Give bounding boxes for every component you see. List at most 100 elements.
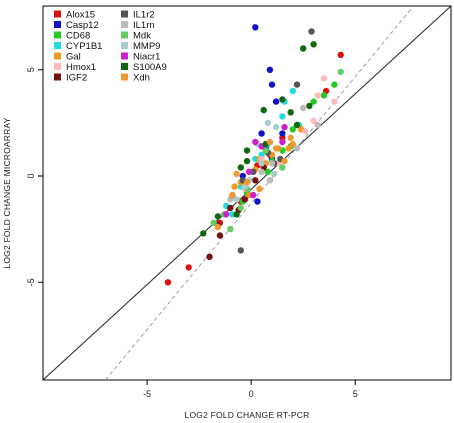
legend-item-cyp1b1: CYP1B1 <box>54 41 102 52</box>
x-axis-ticks: -5 0 5 <box>143 380 358 399</box>
legend-label: MMP9 <box>133 41 160 52</box>
point-cyp1b1-0 <box>289 87 296 95</box>
point-casp12-0 <box>252 24 259 31</box>
point-il1rn-2 <box>258 168 265 175</box>
legend-swatch <box>54 63 61 70</box>
legend-item-il1rn: IL1rn <box>121 20 155 31</box>
point-niacr1-0 <box>223 211 230 218</box>
point-s100a9-10 <box>243 157 251 165</box>
point-igf2-1 <box>241 196 249 203</box>
legend-label: Xdh <box>133 73 150 84</box>
legend-swatch <box>54 31 61 39</box>
point-niacr1-2 <box>252 138 259 146</box>
point-alox15-7 <box>337 51 344 59</box>
point-xdh-2 <box>243 179 251 186</box>
point-mmp9-0 <box>264 119 271 127</box>
point-s100a9-11 <box>237 164 244 171</box>
point-mdk-7 <box>279 164 286 171</box>
point-cd68-1 <box>310 98 317 105</box>
legend-label: IL1rn <box>133 20 155 31</box>
point-xdh-5 <box>287 134 294 141</box>
point-il1r2-1 <box>293 81 301 88</box>
point-mmp9-4 <box>233 196 240 203</box>
legend-swatch <box>121 73 128 81</box>
point-hmox1-1 <box>331 98 338 105</box>
point-s100a9-6 <box>214 213 222 220</box>
y-tick-label: -5 <box>26 278 36 286</box>
point-s100a9-8 <box>287 109 294 116</box>
point-cd68-9 <box>320 92 328 99</box>
legend-swatch <box>121 10 128 18</box>
point-gal-3 <box>231 183 238 190</box>
point-il1rn-5 <box>293 145 301 152</box>
legend-swatch <box>54 10 61 18</box>
point-cyp1b1-2 <box>279 113 286 120</box>
point-il1r2-0 <box>308 28 315 35</box>
point-niacr1-4 <box>279 138 286 146</box>
legend-swatch <box>54 73 61 81</box>
point-niacr1-3 <box>281 123 288 131</box>
legend-item-il1r2: IL1r2 <box>121 10 155 21</box>
legend-label: Mdk <box>133 31 151 42</box>
point-hmox1-2 <box>314 92 321 99</box>
legend-label: IGF2 <box>66 73 87 84</box>
y-axis-ticks: -5 0 5 <box>26 67 43 286</box>
point-s100a9-12 <box>200 230 207 237</box>
point-casp12-1 <box>266 66 274 74</box>
point-xdh-1 <box>256 185 263 192</box>
y-axis-title: LOG2 FOLD CHANGE MICROARRAY <box>2 117 12 268</box>
data-points <box>164 24 344 286</box>
point-xdh-3 <box>229 191 236 199</box>
point-s100a9-13 <box>233 211 240 218</box>
legend-item-xdh: Xdh <box>121 73 150 84</box>
point-s100a9-9 <box>260 106 267 114</box>
point-il1r2-2 <box>237 247 244 254</box>
legend-swatch <box>121 52 128 60</box>
point-mdk-1 <box>237 204 244 212</box>
legend-item-cd68: CD68 <box>54 31 90 42</box>
point-xdh-6 <box>214 223 222 231</box>
legend-swatch <box>121 21 128 28</box>
legend-label: Niacr1 <box>133 52 160 63</box>
point-cd68-0 <box>331 81 338 88</box>
legend-label: CD68 <box>66 31 90 42</box>
x-tick-label: 5 <box>353 389 358 399</box>
legend-swatch <box>54 21 61 28</box>
legend-item-alox15: Alox15 <box>54 10 95 21</box>
point-mdk-3 <box>262 147 269 154</box>
legend-label: Alox15 <box>66 10 95 21</box>
point-mmp9-1 <box>272 123 280 131</box>
legend-item-hmox1: Hmox1 <box>54 62 96 73</box>
point-mdk-5 <box>210 219 217 226</box>
point-casp12-7 <box>279 130 286 137</box>
point-igf2-0 <box>216 232 224 239</box>
point-igf2-4 <box>206 253 213 260</box>
point-xdh-4 <box>266 138 274 146</box>
point-cd68-5 <box>289 126 296 133</box>
legend-swatch <box>121 31 128 39</box>
point-xdh-9 <box>289 140 296 148</box>
legend-swatch <box>121 63 128 70</box>
point-s100a9-1 <box>310 41 317 48</box>
point-casp12-3 <box>272 98 280 105</box>
point-s100a9-14 <box>293 121 301 129</box>
legend-item-mdk: Mdk <box>121 31 151 42</box>
point-hmox1-5 <box>310 117 317 125</box>
point-il1rn-1 <box>268 160 276 167</box>
legend-label: Gal <box>66 52 81 63</box>
y-tick-label: 5 <box>26 67 36 72</box>
legend-item-casp12: Casp12 <box>54 20 99 31</box>
point-s100a9-7 <box>306 102 313 110</box>
point-il1rn-7 <box>266 177 274 184</box>
point-s100a9-0 <box>300 45 307 52</box>
point-mmp9-5 <box>270 170 278 178</box>
point-casp12-4 <box>258 130 265 137</box>
y-tick-label: 0 <box>26 173 36 178</box>
legend-label: Casp12 <box>66 20 99 31</box>
point-gal-5 <box>285 145 292 152</box>
point-xdh-0 <box>281 157 288 165</box>
legend-item-igf2: IGF2 <box>54 73 87 84</box>
point-cd68-6 <box>264 168 271 175</box>
point-igf2-2 <box>252 177 259 184</box>
